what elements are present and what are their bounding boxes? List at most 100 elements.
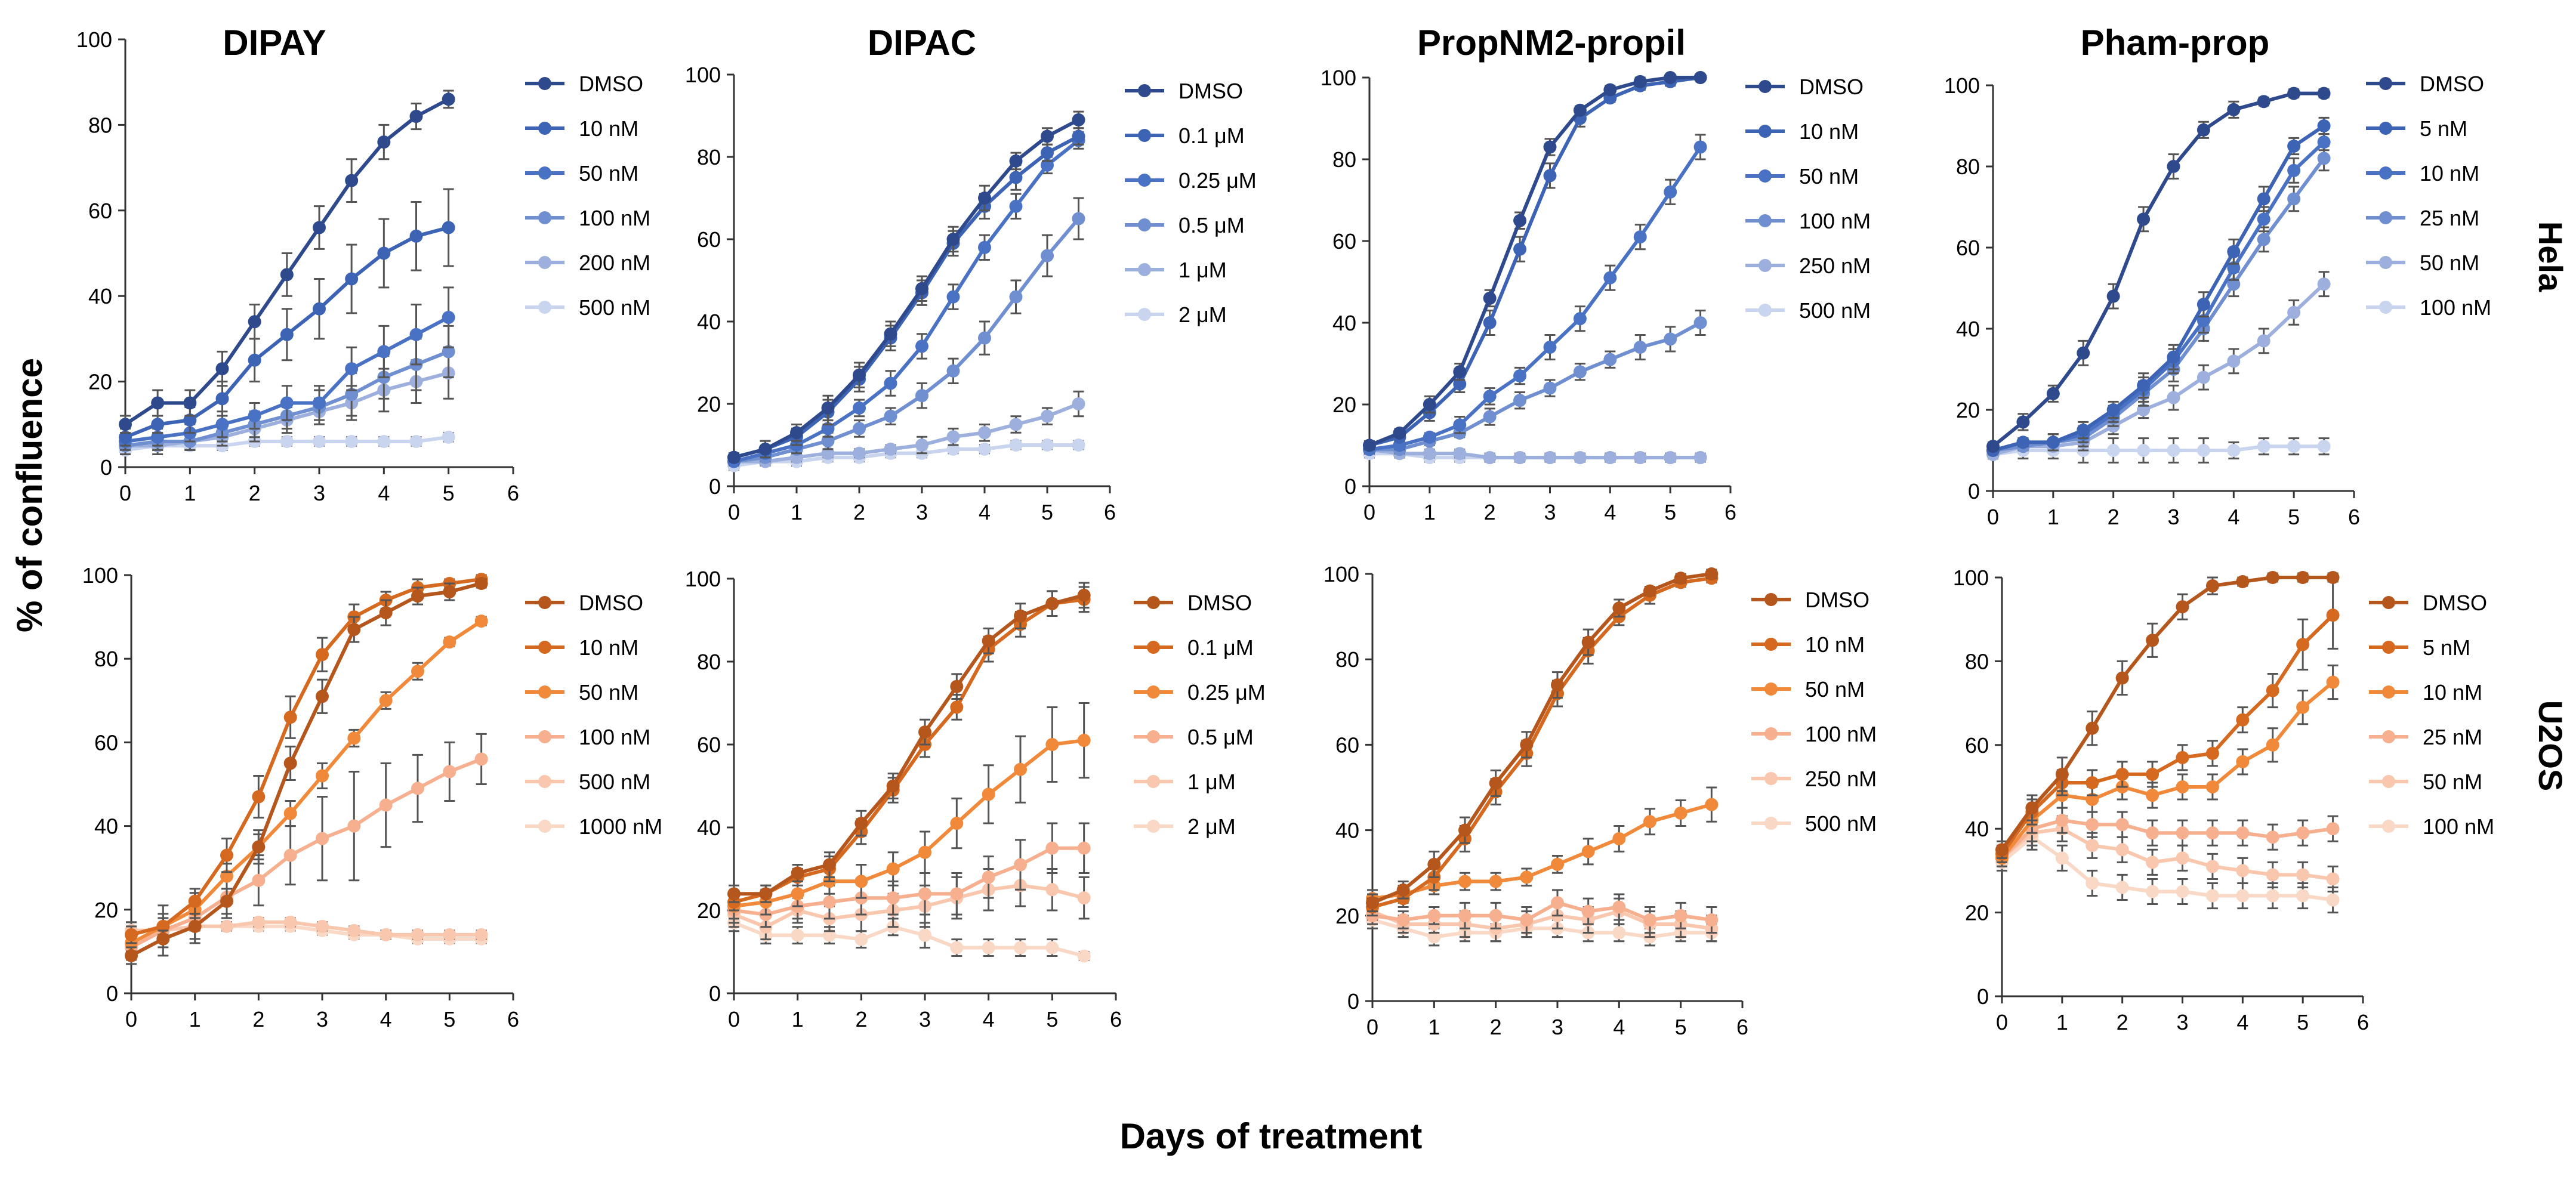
legend-item: DMSO — [1745, 75, 1864, 99]
data-point — [474, 614, 488, 628]
data-point — [2287, 140, 2301, 153]
legend-label: 1 μM — [1179, 258, 1227, 282]
x-tick-label: 1 — [1428, 1015, 1440, 1039]
data-point — [2115, 843, 2129, 857]
legend-swatch-marker — [538, 730, 551, 743]
data-point — [2296, 826, 2310, 840]
data-point — [1009, 171, 1023, 184]
legend-swatch-marker — [1138, 174, 1151, 187]
data-point — [2167, 350, 2180, 364]
legend-swatch-marker — [1138, 84, 1151, 97]
y-axis-label: % of confluence — [10, 358, 50, 632]
data-point — [1573, 451, 1587, 465]
legend-label: DMSO — [2423, 591, 2487, 615]
legend-item: 100 nM — [2366, 295, 2491, 320]
data-point — [215, 362, 229, 376]
data-point — [1612, 926, 1626, 940]
data-point — [2146, 634, 2159, 647]
data-point — [791, 928, 804, 942]
data-point — [2227, 103, 2241, 116]
data-point — [1077, 734, 1091, 748]
data-point — [2287, 87, 2301, 100]
data-point — [946, 364, 960, 378]
y-tick-label: 40 — [1956, 317, 1980, 341]
legend-swatch-marker — [1138, 308, 1151, 321]
x-tick-label: 5 — [443, 1007, 455, 1031]
data-point — [1014, 858, 1027, 872]
legend-item: 10 nM — [525, 635, 638, 660]
legend-label: 50 nM — [579, 680, 638, 705]
x-tick-label: 2 — [1484, 500, 1496, 524]
series-1 — [119, 89, 455, 434]
series-line — [1371, 572, 1712, 905]
data-point — [853, 401, 866, 415]
data-point — [2046, 435, 2060, 449]
x-tick-label: 1 — [189, 1007, 201, 1031]
data-point — [252, 790, 266, 804]
x-tick-label: 1 — [792, 1007, 804, 1031]
data-point — [2115, 818, 2129, 832]
data-point — [252, 915, 266, 929]
legend-item: DMSO — [1134, 591, 1252, 615]
data-point — [1633, 230, 1647, 244]
series-1 — [125, 577, 488, 965]
data-point — [1393, 426, 1406, 440]
legend-item: 2 μM — [1134, 814, 1236, 839]
data-point — [1045, 941, 1059, 955]
data-point — [2317, 135, 2331, 149]
data-point — [1489, 909, 1503, 922]
data-point — [2176, 780, 2189, 793]
data-point — [1014, 609, 1027, 623]
series-line — [1992, 91, 2324, 448]
data-point — [2086, 793, 2099, 807]
legend-swatch-marker — [1147, 820, 1160, 833]
legend-label: 10 nM — [579, 116, 638, 141]
legend-label: 0.1 μM — [1187, 635, 1254, 660]
data-point — [2146, 789, 2159, 802]
data-point — [2287, 305, 2301, 319]
data-point — [443, 585, 456, 599]
series-2 — [1986, 116, 2331, 457]
legend-item: 100 nM — [525, 206, 650, 230]
series-1 — [1995, 571, 2340, 859]
data-point — [1513, 369, 1527, 383]
x-tick-label: 6 — [507, 481, 519, 505]
x-tick-label: 3 — [1551, 1015, 1563, 1039]
y-tick-label: 80 — [1332, 147, 1356, 172]
x-tick-label: 3 — [316, 1007, 328, 1031]
data-point — [2046, 387, 2060, 400]
x-tick-label: 4 — [380, 1007, 392, 1031]
legend-label: 0.1 μM — [1179, 123, 1245, 148]
data-point — [950, 941, 964, 955]
data-point — [982, 634, 995, 648]
data-point — [1664, 451, 1677, 465]
x-tick-label: 0 — [1366, 1015, 1378, 1039]
legend-item: 100 nM — [1751, 722, 1877, 746]
x-tick-label: 4 — [1604, 500, 1616, 524]
data-point — [2257, 192, 2270, 206]
data-point — [1513, 394, 1527, 407]
legend-swatch-marker — [538, 775, 551, 788]
legend-item: 100 nM — [525, 725, 650, 749]
legend-item: DMSO — [525, 591, 643, 615]
legend-label: 500 nM — [1805, 811, 1877, 836]
y-tick-label: 40 — [697, 816, 721, 840]
x-tick-label: 4 — [983, 1007, 995, 1031]
y-tick-label: 60 — [697, 733, 721, 757]
legend-label: 50 nM — [579, 161, 638, 186]
data-point — [1603, 83, 1617, 97]
legend-swatch-marker — [1764, 772, 1778, 785]
legend-label: 50 nM — [2423, 770, 2482, 794]
data-point — [2326, 893, 2340, 907]
data-point — [2266, 571, 2279, 584]
data-point — [2296, 638, 2310, 651]
data-point — [791, 866, 804, 880]
legend-item: 5 nM — [2366, 116, 2467, 141]
x-tick-label: 2 — [249, 481, 261, 505]
legend-swatch-marker — [1764, 727, 1778, 740]
x-tick-label: 5 — [1675, 1015, 1687, 1039]
series-line — [2000, 614, 2334, 855]
data-point — [2196, 370, 2210, 384]
data-point — [379, 606, 393, 620]
y-tick-label: 60 — [1332, 229, 1356, 254]
